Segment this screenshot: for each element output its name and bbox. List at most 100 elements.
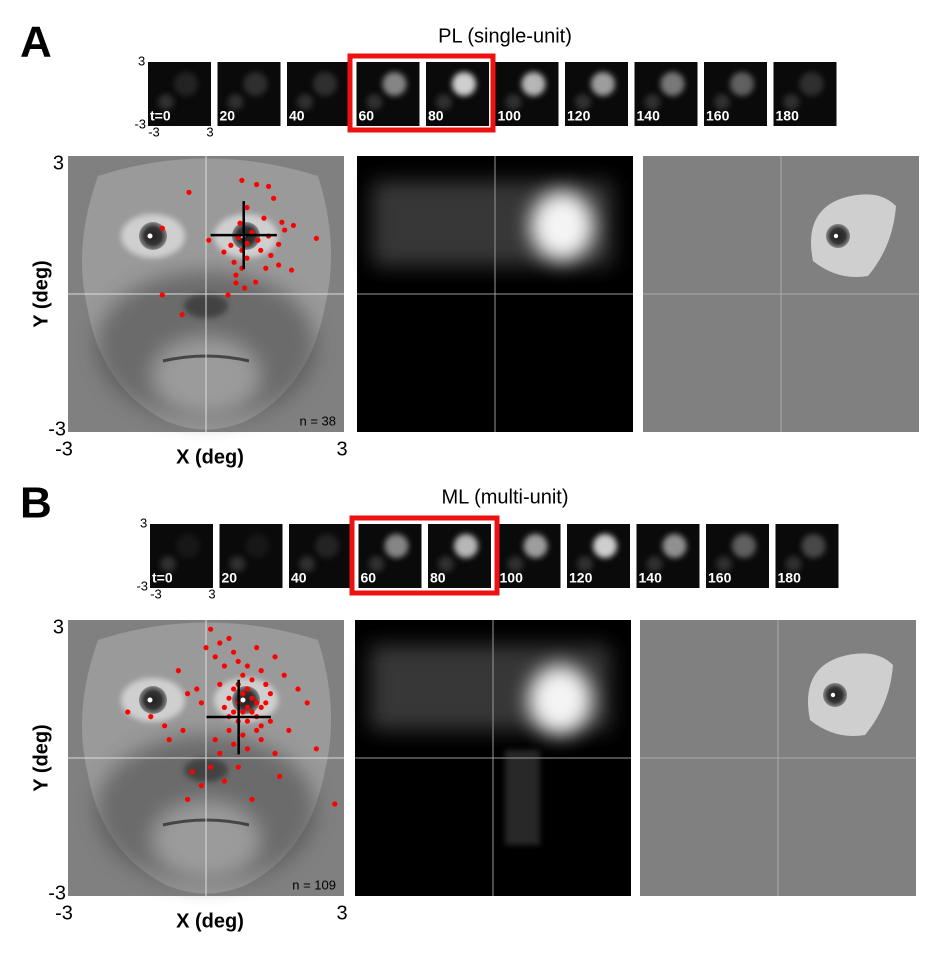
fixation — [237, 220, 243, 226]
fixation — [249, 229, 255, 235]
time-label: 60 — [359, 108, 375, 124]
fixation — [239, 177, 245, 183]
highlight-box — [347, 53, 496, 133]
frame-blob — [660, 72, 685, 96]
eye-highlight — [147, 697, 153, 703]
frame-blob — [384, 534, 409, 558]
fixation — [249, 677, 255, 683]
thumb-tick-label: 3 — [206, 124, 213, 139]
fixation — [313, 746, 319, 752]
fixation — [226, 695, 232, 701]
fixation — [208, 764, 214, 770]
fixation — [166, 737, 172, 743]
fixation — [244, 204, 250, 211]
fixation — [263, 265, 269, 271]
frame-noise — [783, 94, 800, 110]
thumb-tick-label: -3 — [150, 586, 162, 601]
time-label: 140 — [637, 108, 661, 124]
fixation — [254, 727, 260, 734]
fixation — [217, 750, 223, 757]
fixation — [242, 285, 248, 291]
fixation — [217, 681, 223, 688]
frame-blob — [521, 72, 546, 96]
fixation — [231, 709, 237, 715]
frame-blob — [245, 534, 270, 558]
fixation — [212, 654, 218, 660]
y-tick-label: -3 — [48, 418, 66, 440]
y-tick-label: -3 — [48, 882, 66, 904]
time-label: 80 — [430, 570, 446, 586]
fixation — [208, 626, 214, 632]
panel-title: ML (multi-unit) — [441, 486, 568, 508]
panel-title: PL (single-unit) — [438, 25, 572, 47]
fixation — [203, 645, 209, 651]
fixation — [162, 723, 168, 729]
fixation — [263, 700, 269, 706]
time-label: 40 — [291, 570, 307, 586]
time-label: 20 — [222, 570, 238, 586]
frame-noise — [158, 94, 174, 110]
fixation — [304, 700, 310, 706]
frame-blob — [730, 72, 754, 96]
fixation — [244, 240, 250, 246]
fixation — [332, 801, 338, 807]
frame-blob — [315, 534, 339, 558]
thumb-tick-label: -3 — [134, 116, 146, 131]
panel: A PL (single-unit) t=0 20 40 60 80 100 120 140 160… — [20, 18, 919, 468]
fixation — [185, 796, 191, 803]
time-label: 180 — [776, 108, 800, 124]
frame-noise — [299, 556, 315, 572]
n-label: n = 109 — [292, 877, 336, 892]
panel-letter: A — [20, 18, 52, 67]
fixation — [233, 280, 239, 286]
fixation — [221, 704, 227, 711]
fixation — [221, 663, 227, 669]
fixation — [267, 718, 273, 724]
fixation — [125, 709, 131, 715]
time-frame: 160 — [704, 62, 767, 126]
time-frame: 40 — [287, 62, 350, 126]
frame-noise — [785, 556, 802, 572]
frame-blob — [799, 72, 824, 96]
fixation — [235, 658, 241, 665]
frame-noise — [577, 556, 593, 572]
frame-noise — [644, 94, 661, 110]
time-frame: 100 — [495, 62, 559, 126]
time-label: 80 — [428, 108, 444, 124]
heatmap — [355, 620, 631, 896]
fixation — [276, 262, 282, 268]
panel-letter: B — [20, 479, 52, 528]
heatmap-peak — [528, 665, 592, 735]
masked-stimulus — [643, 156, 919, 432]
time-label: 120 — [567, 108, 591, 124]
eye-highlight — [147, 233, 153, 239]
time-label: 140 — [639, 570, 663, 586]
x-tick-label: 3 — [336, 902, 347, 924]
time-frame: 100 — [497, 524, 561, 588]
fixation — [254, 645, 260, 651]
time-frame: 120 — [565, 62, 628, 126]
time-frame: 120 — [567, 524, 630, 588]
time-frame: t=0 — [150, 524, 213, 588]
frame-noise — [438, 556, 454, 572]
fixation — [271, 195, 277, 201]
frame-noise — [646, 556, 663, 572]
fixation — [265, 183, 272, 189]
time-label: 20 — [220, 108, 236, 124]
frame-noise — [716, 556, 732, 572]
fixation — [286, 727, 292, 734]
fixation — [263, 681, 269, 688]
time-label: 160 — [706, 108, 730, 124]
fixation — [189, 769, 195, 775]
frame-blob — [591, 72, 615, 96]
time-frame: 180 — [773, 62, 837, 126]
frame-noise — [366, 94, 383, 110]
fixation — [194, 686, 200, 692]
fixation — [212, 737, 218, 743]
panel: B ML (multi-unit) t=0 20 40 60 80 100 120 140 160 1… — [20, 479, 916, 932]
time-label: 120 — [569, 570, 593, 586]
fixation — [159, 292, 165, 298]
x-axis-label: X (deg) — [176, 910, 244, 932]
fixation — [272, 750, 278, 757]
